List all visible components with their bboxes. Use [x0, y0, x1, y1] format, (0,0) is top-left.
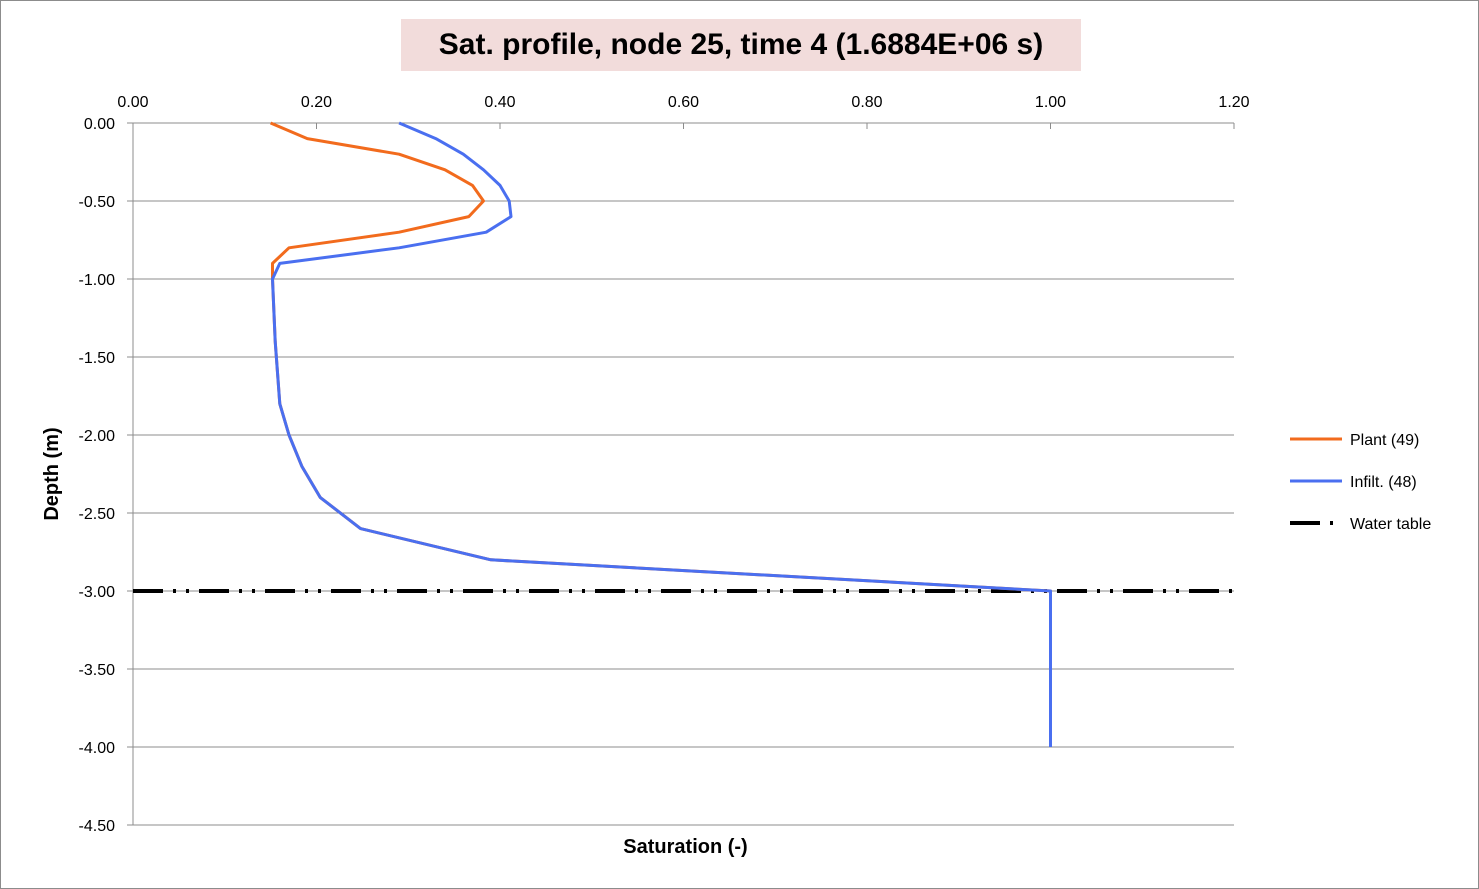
series-line-infilt-48: [271, 121, 1052, 747]
x-tick-label: 0.20: [301, 94, 332, 111]
y-axis-title: Depth (m): [41, 427, 63, 520]
y-tick-label: -2.50: [79, 506, 116, 523]
y-tick-label: -4.00: [79, 740, 116, 757]
x-tick-label: 1.20: [1218, 94, 1249, 111]
x-tick-label: 1.00: [1035, 94, 1066, 111]
x-axis-title: Saturation (-): [623, 836, 747, 858]
chart-title: Sat. profile, node 25, time 4 (1.6884E+0…: [401, 19, 1081, 71]
legend-label: Plant (49): [1350, 432, 1419, 449]
legend-label: Infilt. (48): [1350, 474, 1417, 491]
y-tick-label: -1.50: [79, 350, 116, 367]
y-tick-label: -2.00: [79, 428, 116, 445]
y-tick-label: -0.50: [79, 194, 116, 211]
y-tick-label: -1.00: [79, 272, 116, 289]
x-tick-label: 0.80: [851, 94, 882, 111]
y-tick-label: -4.50: [79, 818, 116, 835]
x-tick-label: 0.60: [668, 94, 699, 111]
y-tick-label: -3.50: [79, 662, 116, 679]
y-tick-label: 0.00: [84, 116, 115, 133]
y-tick-label: -3.00: [79, 584, 116, 601]
x-tick-label: 0.40: [484, 94, 515, 111]
x-tick-label: 0.00: [117, 94, 148, 111]
legend-label: Water table: [1350, 516, 1431, 533]
